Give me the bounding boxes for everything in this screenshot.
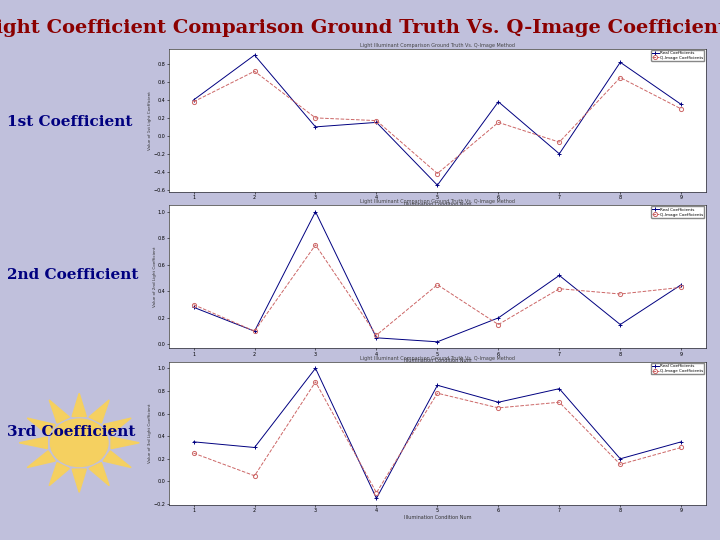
- Polygon shape: [103, 418, 131, 435]
- Text: 2nd Coefficient: 2nd Coefficient: [7, 268, 138, 282]
- Real Coefficients: [251, 444, 259, 451]
- Real Coefficients: [494, 98, 503, 105]
- Polygon shape: [111, 437, 139, 449]
- Real Coefficients: [189, 438, 198, 445]
- Y-axis label: Value of 3rd Light Coefficient: Value of 3rd Light Coefficient: [148, 403, 153, 463]
- Polygon shape: [27, 451, 55, 468]
- Q-Image Coefficients: [677, 444, 685, 451]
- Real Coefficients: [372, 495, 381, 502]
- Real Coefficients: [677, 281, 685, 288]
- Q-Image Coefficients: [494, 321, 503, 328]
- Q-Image Coefficients: [372, 117, 381, 124]
- Polygon shape: [72, 393, 86, 416]
- Real Coefficients: [372, 119, 381, 126]
- Real Coefficients: [555, 386, 564, 392]
- Line: Q-Image Coefficients: Q-Image Coefficients: [192, 69, 683, 176]
- X-axis label: Illumination Condition Num: Illumination Condition Num: [404, 201, 471, 207]
- Q-Image Coefficients: [433, 281, 442, 288]
- Real Coefficients: [251, 328, 259, 334]
- Line: Real Coefficients: Real Coefficients: [191, 53, 684, 187]
- Real Coefficients: [311, 124, 320, 130]
- Real Coefficients: [433, 382, 442, 388]
- Line: Q-Image Coefficients: Q-Image Coefficients: [192, 380, 683, 495]
- Y-axis label: Value of 2nd Light Coefficient: Value of 2nd Light Coefficient: [153, 246, 156, 307]
- Q-Image Coefficients: [677, 284, 685, 291]
- Text: 1st Coefficient: 1st Coefficient: [7, 114, 132, 129]
- Q-Image Coefficients: [555, 139, 564, 145]
- Q-Image Coefficients: [311, 242, 320, 248]
- Q-Image Coefficients: [555, 399, 564, 406]
- Polygon shape: [27, 418, 55, 435]
- Q-Image Coefficients: [311, 114, 320, 121]
- Title: Light Illuminant Comparison Ground Truth Vs. Q-Image Method: Light Illuminant Comparison Ground Truth…: [360, 356, 515, 361]
- Real Coefficients: [494, 399, 503, 406]
- Real Coefficients: [372, 335, 381, 341]
- Q-Image Coefficients: [372, 489, 381, 496]
- Real Coefficients: [494, 315, 503, 321]
- Line: Real Coefficients: Real Coefficients: [191, 210, 684, 344]
- Q-Image Coefficients: [616, 291, 624, 297]
- Polygon shape: [89, 463, 109, 485]
- Q-Image Coefficients: [616, 461, 624, 468]
- Line: Real Coefficients: Real Coefficients: [191, 366, 684, 501]
- Real Coefficients: [311, 365, 320, 372]
- Text: 3rd Coefficient: 3rd Coefficient: [7, 425, 135, 439]
- Q-Image Coefficients: [189, 301, 198, 308]
- Q-Image Coefficients: [494, 119, 503, 126]
- Real Coefficients: [251, 52, 259, 58]
- Y-axis label: Value of 1st Light Coefficient: Value of 1st Light Coefficient: [148, 91, 153, 150]
- Real Coefficients: [555, 272, 564, 279]
- X-axis label: Illumination Condition Num: Illumination Condition Num: [404, 358, 471, 363]
- Real Coefficients: [189, 97, 198, 103]
- Polygon shape: [103, 451, 131, 468]
- Q-Image Coefficients: [616, 75, 624, 81]
- Line: Q-Image Coefficients: Q-Image Coefficients: [192, 243, 683, 338]
- Real Coefficients: [189, 304, 198, 310]
- Real Coefficients: [677, 438, 685, 445]
- Q-Image Coefficients: [433, 170, 442, 177]
- Real Coefficients: [616, 59, 624, 65]
- Legend: Real Coefficients, Q-Image Coefficients: Real Coefficients, Q-Image Coefficients: [651, 50, 704, 61]
- Polygon shape: [89, 400, 109, 423]
- Q-Image Coefficients: [433, 390, 442, 396]
- Real Coefficients: [555, 151, 564, 157]
- Polygon shape: [72, 469, 86, 492]
- Polygon shape: [49, 463, 69, 485]
- Real Coefficients: [677, 101, 685, 107]
- Legend: Real Coefficients, Q-Image Coefficients: Real Coefficients, Q-Image Coefficients: [651, 363, 704, 374]
- Q-Image Coefficients: [189, 98, 198, 105]
- Text: Light Coefficient Comparison Ground Truth Vs. Q-Image Coefficients: Light Coefficient Comparison Ground Trut…: [0, 19, 720, 37]
- Legend: Real Coefficients, Q-Image Coefficients: Real Coefficients, Q-Image Coefficients: [651, 206, 704, 218]
- X-axis label: Illumination Condition Num: Illumination Condition Num: [404, 515, 471, 520]
- Q-Image Coefficients: [311, 379, 320, 385]
- Real Coefficients: [433, 182, 442, 188]
- Q-Image Coefficients: [189, 450, 198, 456]
- Real Coefficients: [433, 339, 442, 345]
- Polygon shape: [19, 437, 48, 449]
- Q-Image Coefficients: [494, 404, 503, 411]
- Circle shape: [50, 419, 108, 467]
- Q-Image Coefficients: [372, 332, 381, 339]
- Real Coefficients: [616, 456, 624, 462]
- Q-Image Coefficients: [677, 106, 685, 112]
- Q-Image Coefficients: [251, 472, 259, 479]
- Q-Image Coefficients: [251, 328, 259, 334]
- Real Coefficients: [616, 321, 624, 328]
- Q-Image Coefficients: [555, 286, 564, 292]
- Title: Light Illuminant Comparison Ground Truth Vs. Q-Image Method: Light Illuminant Comparison Ground Truth…: [360, 43, 515, 48]
- Title: Light Illuminant Comparison Ground Truth Vs. Q-Image Method: Light Illuminant Comparison Ground Truth…: [360, 199, 515, 204]
- Q-Image Coefficients: [251, 68, 259, 75]
- Real Coefficients: [311, 208, 320, 215]
- Polygon shape: [49, 400, 69, 423]
